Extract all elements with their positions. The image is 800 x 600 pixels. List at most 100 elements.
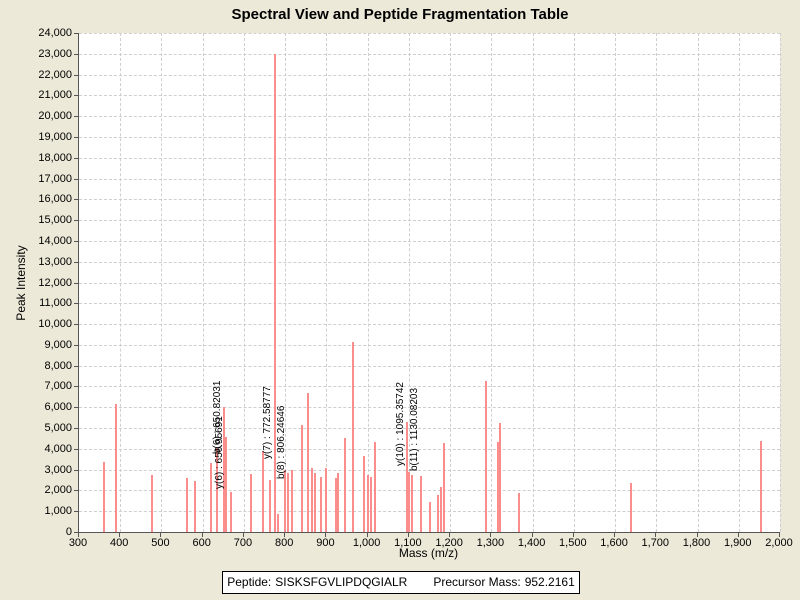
y-tick-label: 11,000 (39, 297, 72, 310)
x-tick-mark (449, 533, 451, 537)
v-gridline (532, 33, 534, 532)
y-tick-mark (74, 199, 78, 201)
spectral-peak (215, 447, 218, 532)
x-tick-mark (201, 533, 203, 537)
h-gridline (79, 53, 780, 55)
x-tick-mark (119, 533, 121, 537)
fragment-ion-label: b(11) : 1130.08203 (409, 388, 421, 472)
v-gridline (656, 33, 658, 532)
h-gridline (79, 324, 780, 326)
x-tick-label: 1,300 (476, 537, 505, 549)
spectral-peak (225, 437, 228, 532)
x-tick-label: 1,900 (723, 537, 752, 549)
spectral-peak (343, 438, 346, 532)
y-tick-label: 4,000 (44, 442, 72, 455)
spectral-peak (759, 440, 762, 532)
y-tick-label: 18,000 (38, 151, 72, 164)
x-tick-label: 400 (110, 537, 129, 549)
h-gridline (79, 490, 780, 492)
fragment-ion-label: y(6) : 656.95691 (214, 416, 226, 489)
spectral-peak (325, 467, 328, 532)
v-gridline (573, 33, 575, 532)
spectral-peak (337, 472, 340, 532)
y-tick-label: 15,000 (38, 214, 72, 227)
y-tick-label: 6,000 (44, 401, 72, 414)
y-tick-mark (74, 386, 78, 388)
y-tick-mark (74, 532, 78, 533)
h-gridline (79, 407, 780, 409)
x-tick-mark (242, 533, 244, 537)
x-tick-mark (614, 533, 616, 537)
h-gridline (79, 136, 780, 138)
y-tick-mark (74, 240, 78, 242)
spectral-peak (229, 492, 232, 532)
fragment-ion-label: b(8) : 806.24646 (275, 405, 287, 479)
x-tick-label: 1,700 (641, 537, 670, 549)
y-tick-mark (74, 344, 78, 346)
x-tick-label: 1,000 (352, 537, 381, 549)
h-gridline (79, 386, 780, 388)
spectral-peak (410, 475, 413, 532)
v-gridline (450, 33, 452, 532)
y-tick-label: 19,000 (38, 130, 72, 143)
spectral-peak (362, 456, 365, 532)
spectral-peak (351, 341, 354, 532)
h-gridline (79, 157, 780, 159)
v-gridline (326, 33, 328, 532)
y-tick-label: 0 (65, 526, 72, 538)
x-tick-mark (78, 533, 79, 537)
spectral-peak (150, 474, 153, 532)
chart-title: Spectral View and Peptide Fragmentation … (231, 6, 569, 23)
x-tick-label: 1,600 (600, 537, 628, 549)
plot-area[interactable]: b(6) : 650.82031 y(6) : 656.95691 y(7) : 7… (78, 33, 781, 533)
spectral-peak (420, 475, 423, 532)
h-gridline (79, 116, 780, 118)
y-tick-mark (74, 74, 78, 76)
x-tick-mark (366, 533, 368, 537)
y-tick-label: 3,000 (44, 463, 72, 476)
v-gridline (202, 33, 204, 532)
spectral-peak (274, 53, 277, 532)
y-tick-mark (74, 95, 78, 97)
spectral-peak (194, 481, 197, 532)
spectral-peak (115, 404, 118, 532)
h-gridline (79, 344, 780, 346)
h-gridline (79, 220, 780, 222)
x-tick-mark (407, 533, 409, 537)
spectral-peak (497, 441, 500, 532)
x-tick-mark (284, 533, 286, 537)
spectral-peak (276, 514, 279, 532)
v-gridline (367, 33, 369, 532)
v-gridline (738, 33, 740, 532)
spectral-peak (284, 469, 287, 532)
h-gridline (79, 261, 780, 263)
y-tick-label: 16,000 (38, 193, 72, 206)
v-gridline (285, 33, 287, 532)
y-tick-label: 5,000 (44, 422, 72, 435)
x-axis-title: Mass (m/z) (398, 546, 459, 560)
h-gridline (79, 428, 780, 430)
spectral-peak (314, 472, 317, 532)
spectral-peak (335, 477, 338, 532)
y-tick-label: 22,000 (38, 68, 72, 81)
y-tick-mark (74, 220, 78, 222)
y-tick-label: 2,000 (44, 484, 72, 497)
y-tick-label: 7,000 (44, 380, 72, 393)
x-tick-mark (531, 533, 533, 537)
h-gridline (79, 448, 780, 450)
y-tick-mark (74, 448, 78, 450)
spectral-peak (307, 393, 310, 532)
v-gridline (243, 33, 245, 532)
v-gridline (697, 33, 699, 532)
spectral-peak (301, 424, 304, 532)
y-tick-label: 10,000 (38, 318, 72, 331)
y-tick-label: 21,000 (38, 89, 72, 102)
y-tick-mark (74, 53, 78, 55)
y-tick-label: 12,000 (38, 276, 72, 289)
spectral-peak (291, 470, 294, 532)
spectral-peak (499, 423, 502, 532)
fragment-ion-label: y(7) : 772.58777 (261, 386, 273, 460)
x-tick-label: 1,800 (682, 537, 711, 549)
y-tick-label: 8,000 (44, 359, 72, 372)
